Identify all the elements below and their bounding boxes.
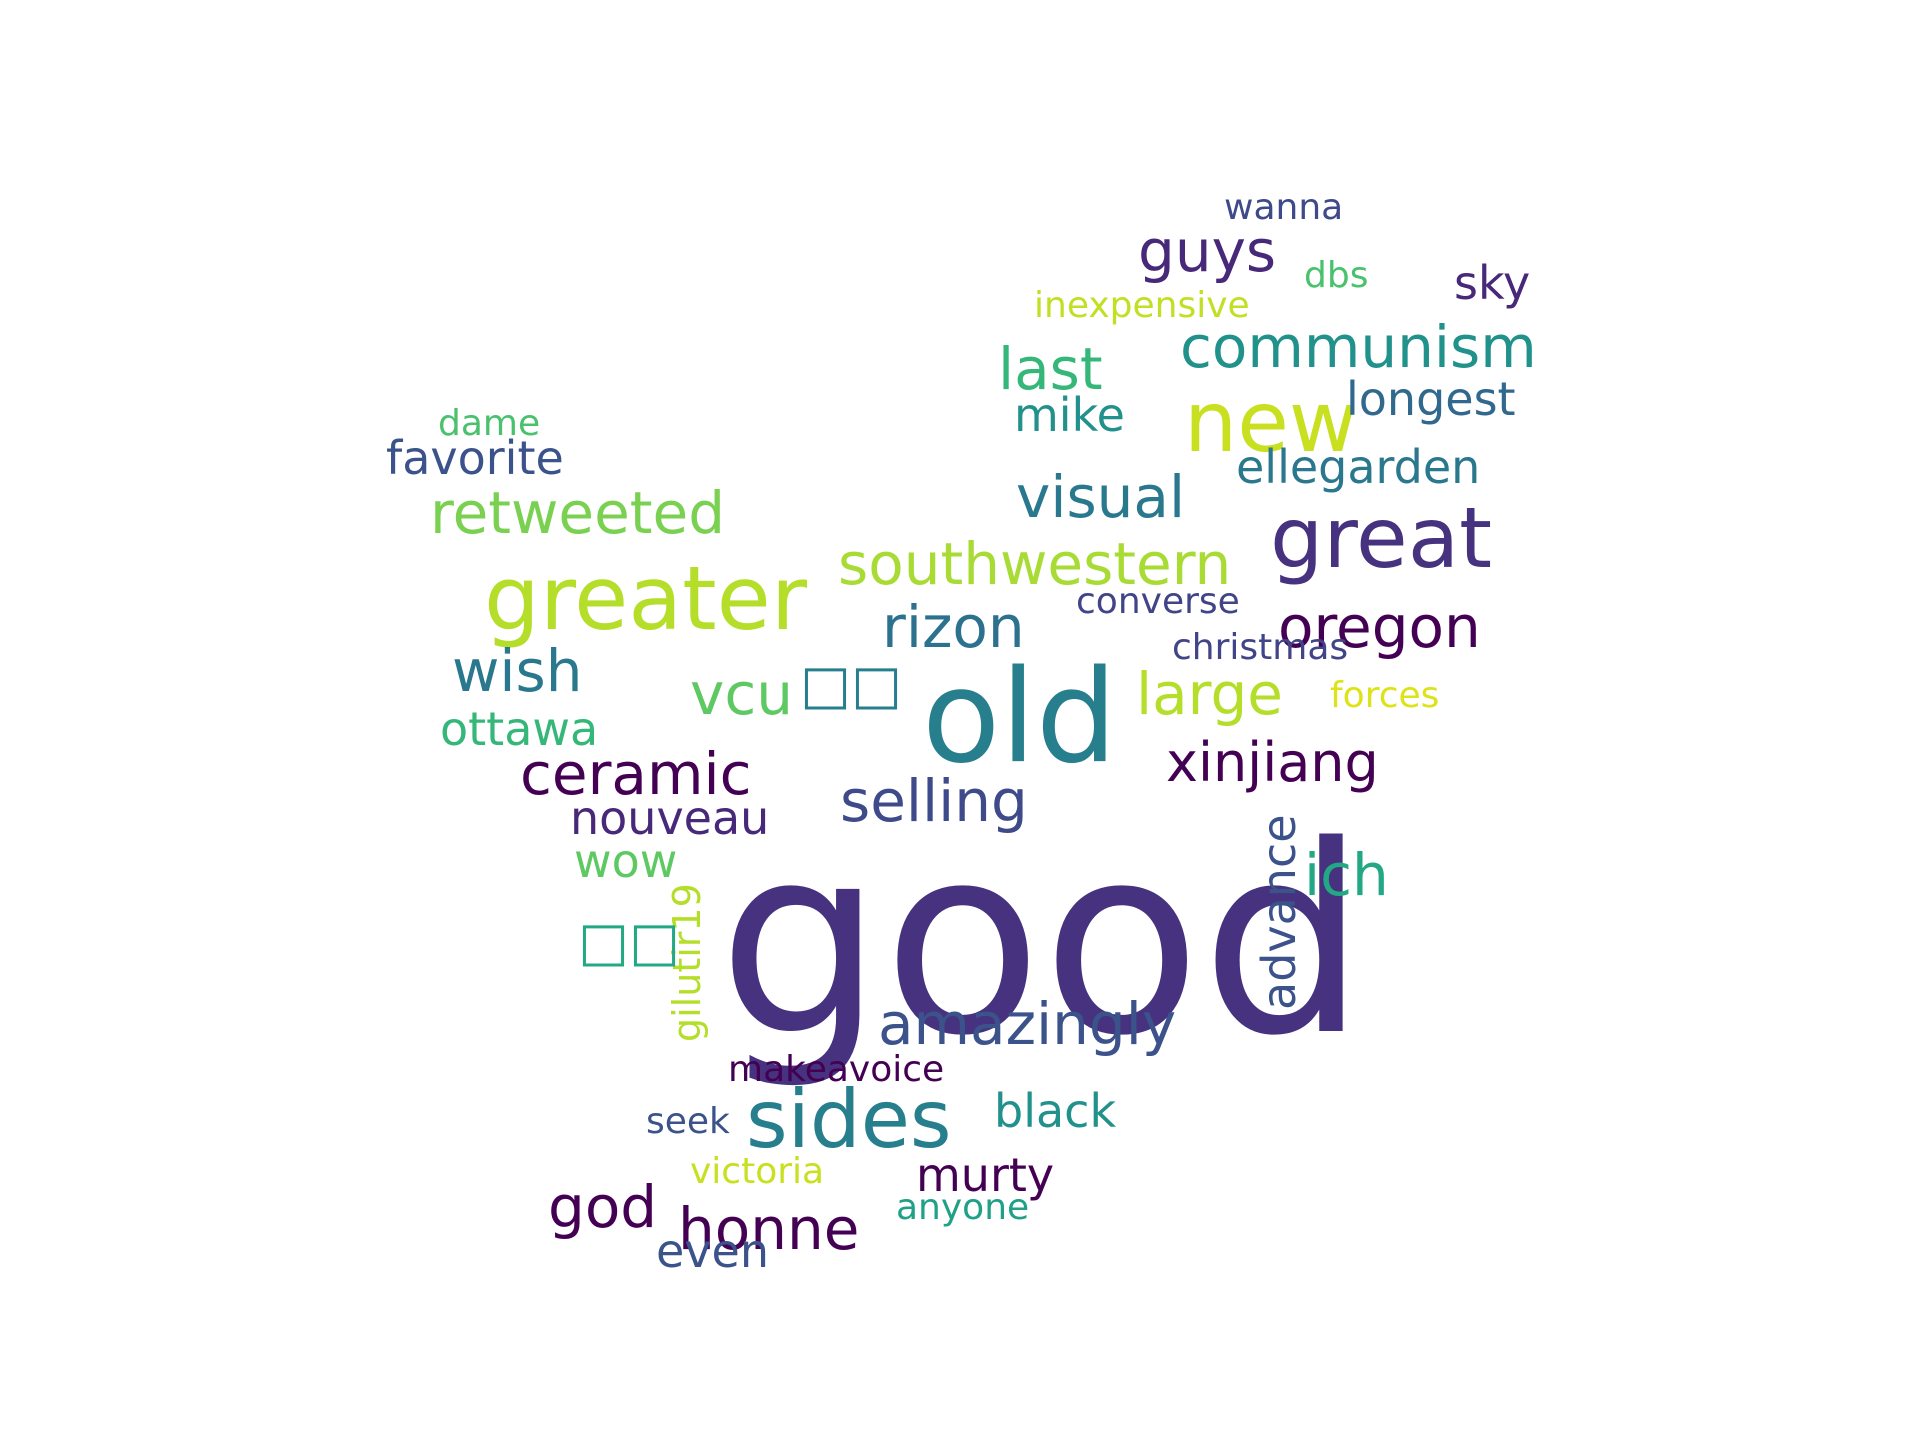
word-new: new: [1184, 373, 1358, 471]
word-nouveau: nouveau: [570, 791, 770, 845]
word-inexpensive: inexpensive: [1034, 285, 1250, 326]
word-ich: ich: [1304, 841, 1389, 909]
word-greater: greater: [484, 547, 807, 650]
word-dame: dame: [438, 403, 541, 444]
word-christmas: christmas: [1172, 627, 1349, 668]
word-last: last: [998, 335, 1103, 403]
word-longest: longest: [1346, 372, 1516, 426]
word-ellegarden: ellegarden: [1236, 440, 1481, 494]
word-murty: murty: [916, 1148, 1055, 1202]
word-forces: forces: [1330, 675, 1440, 716]
word-rizon: rizon: [882, 593, 1025, 661]
word-advance: advance: [1252, 814, 1306, 1010]
word-wish: wish: [452, 637, 583, 705]
word-vcu: vcu: [690, 660, 793, 728]
word-guys: guys: [1138, 217, 1277, 285]
word-oregon: oregon: [1278, 593, 1481, 661]
word-southwestern: southwestern: [838, 530, 1232, 598]
word-glyph-box-2: □□: [578, 910, 681, 973]
word-retweeted: retweeted: [430, 479, 726, 547]
word-even: even: [656, 1224, 769, 1278]
word-great: great: [1270, 489, 1493, 587]
word-large: large: [1136, 660, 1283, 728]
word-seek: seek: [646, 1101, 730, 1142]
word-visual: visual: [1016, 463, 1186, 531]
word-god: god: [548, 1173, 658, 1241]
word-anyone: anyone: [896, 1187, 1030, 1228]
word-black: black: [994, 1084, 1117, 1138]
word-sides: sides: [746, 1073, 952, 1166]
word-communism: communism: [1180, 313, 1537, 381]
word-ceramic: ceramic: [520, 740, 752, 808]
word-wow: wow: [574, 834, 678, 888]
word-wanna: wanna: [1224, 187, 1344, 228]
word-xinjiang: xinjiang: [1166, 731, 1379, 794]
word-old: old: [922, 643, 1118, 792]
word-favorite: favorite: [386, 431, 564, 485]
word-amazingly: amazingly: [878, 990, 1177, 1058]
word-victoria: victoria: [690, 1151, 825, 1192]
word-selling: selling: [840, 767, 1028, 835]
word-dbs: dbs: [1304, 255, 1369, 296]
word-good: good: [718, 791, 1367, 1093]
word-glyph-box-1: □□: [800, 653, 903, 716]
word-sky: sky: [1454, 256, 1531, 310]
word-mike: mike: [1014, 388, 1125, 442]
word-converse: converse: [1076, 581, 1240, 622]
word-makeavoice: makeavoice: [728, 1049, 945, 1090]
word-ottawa: ottawa: [440, 702, 599, 756]
word-honne: honne: [678, 1195, 860, 1263]
